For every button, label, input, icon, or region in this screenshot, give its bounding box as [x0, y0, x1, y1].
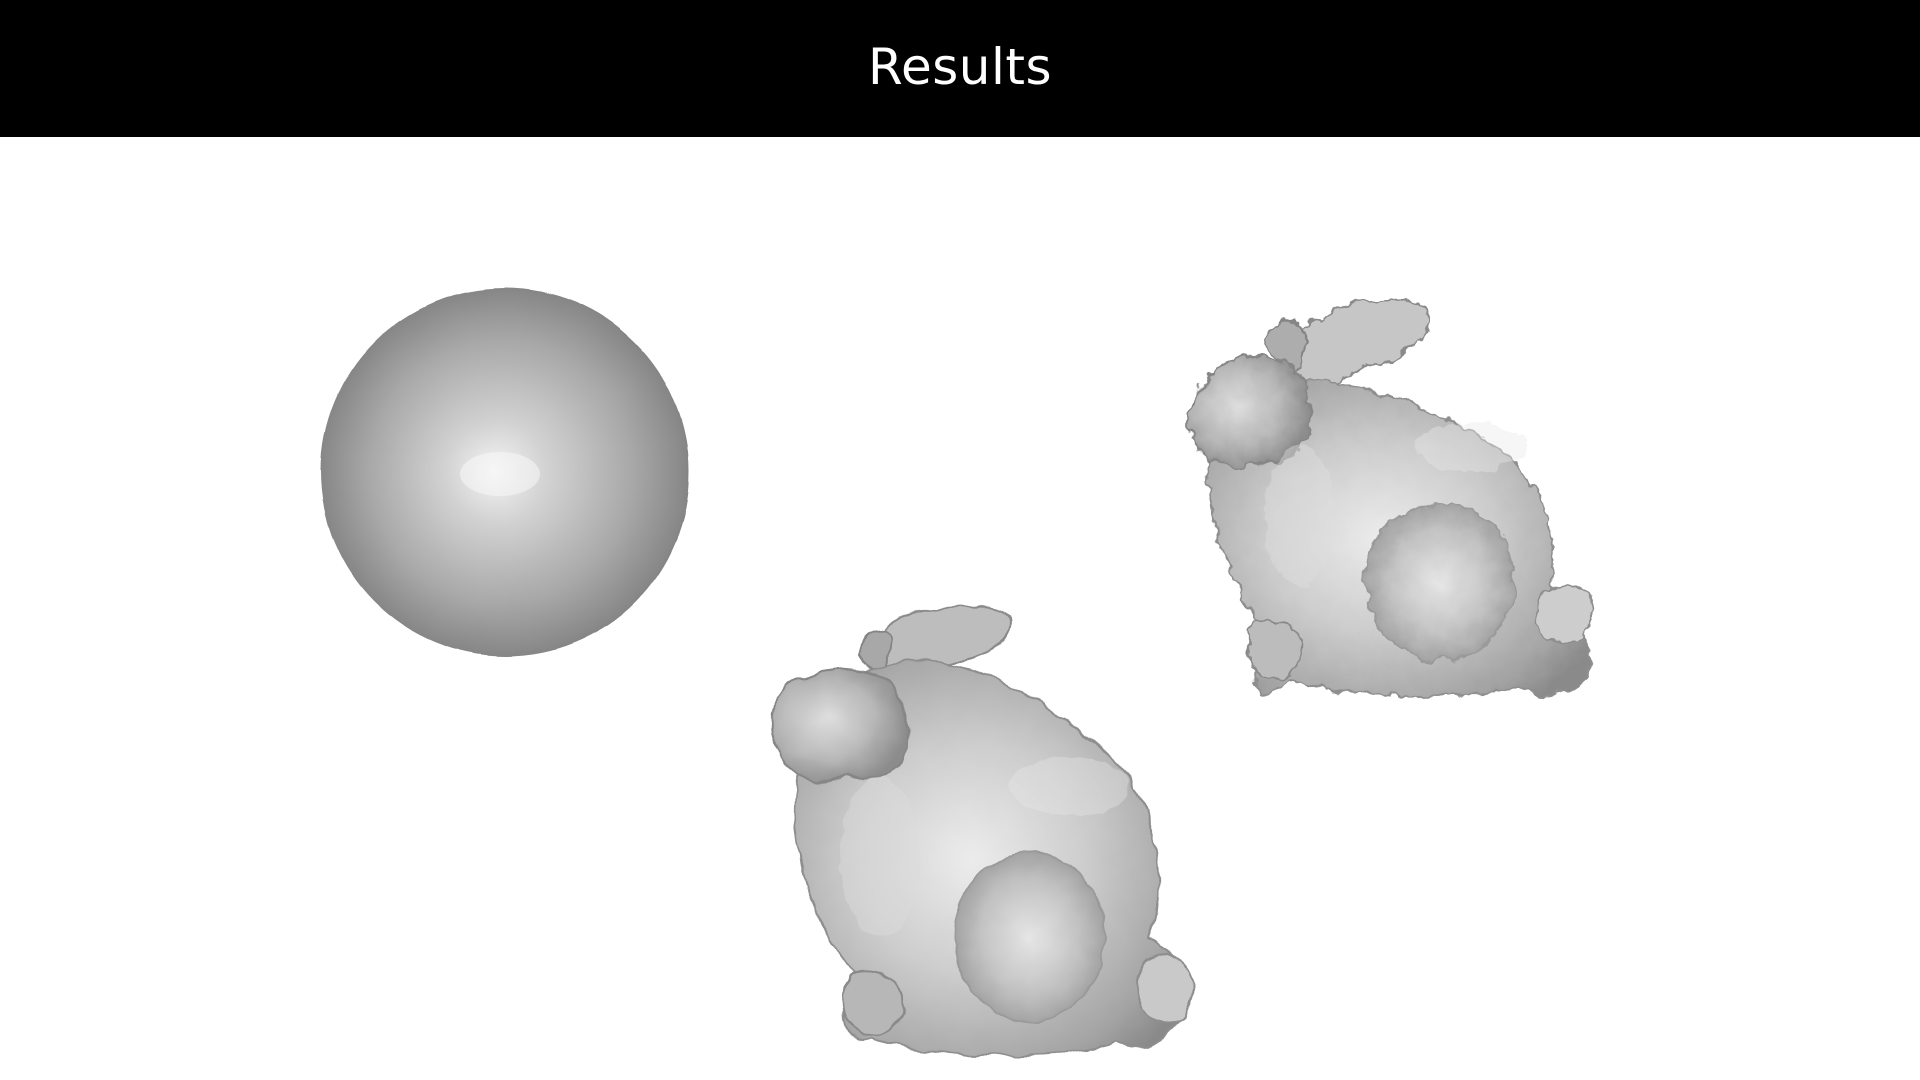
figure-stage [0, 137, 1920, 1080]
results-figure [321, 288, 1594, 1057]
bunny-mesh-rough [1187, 297, 1594, 698]
title-bar: Results [0, 0, 1920, 137]
sphere-mesh [321, 288, 689, 656]
slide-title: Results [867, 37, 1053, 96]
bunny-mesh-front [770, 605, 1194, 1057]
